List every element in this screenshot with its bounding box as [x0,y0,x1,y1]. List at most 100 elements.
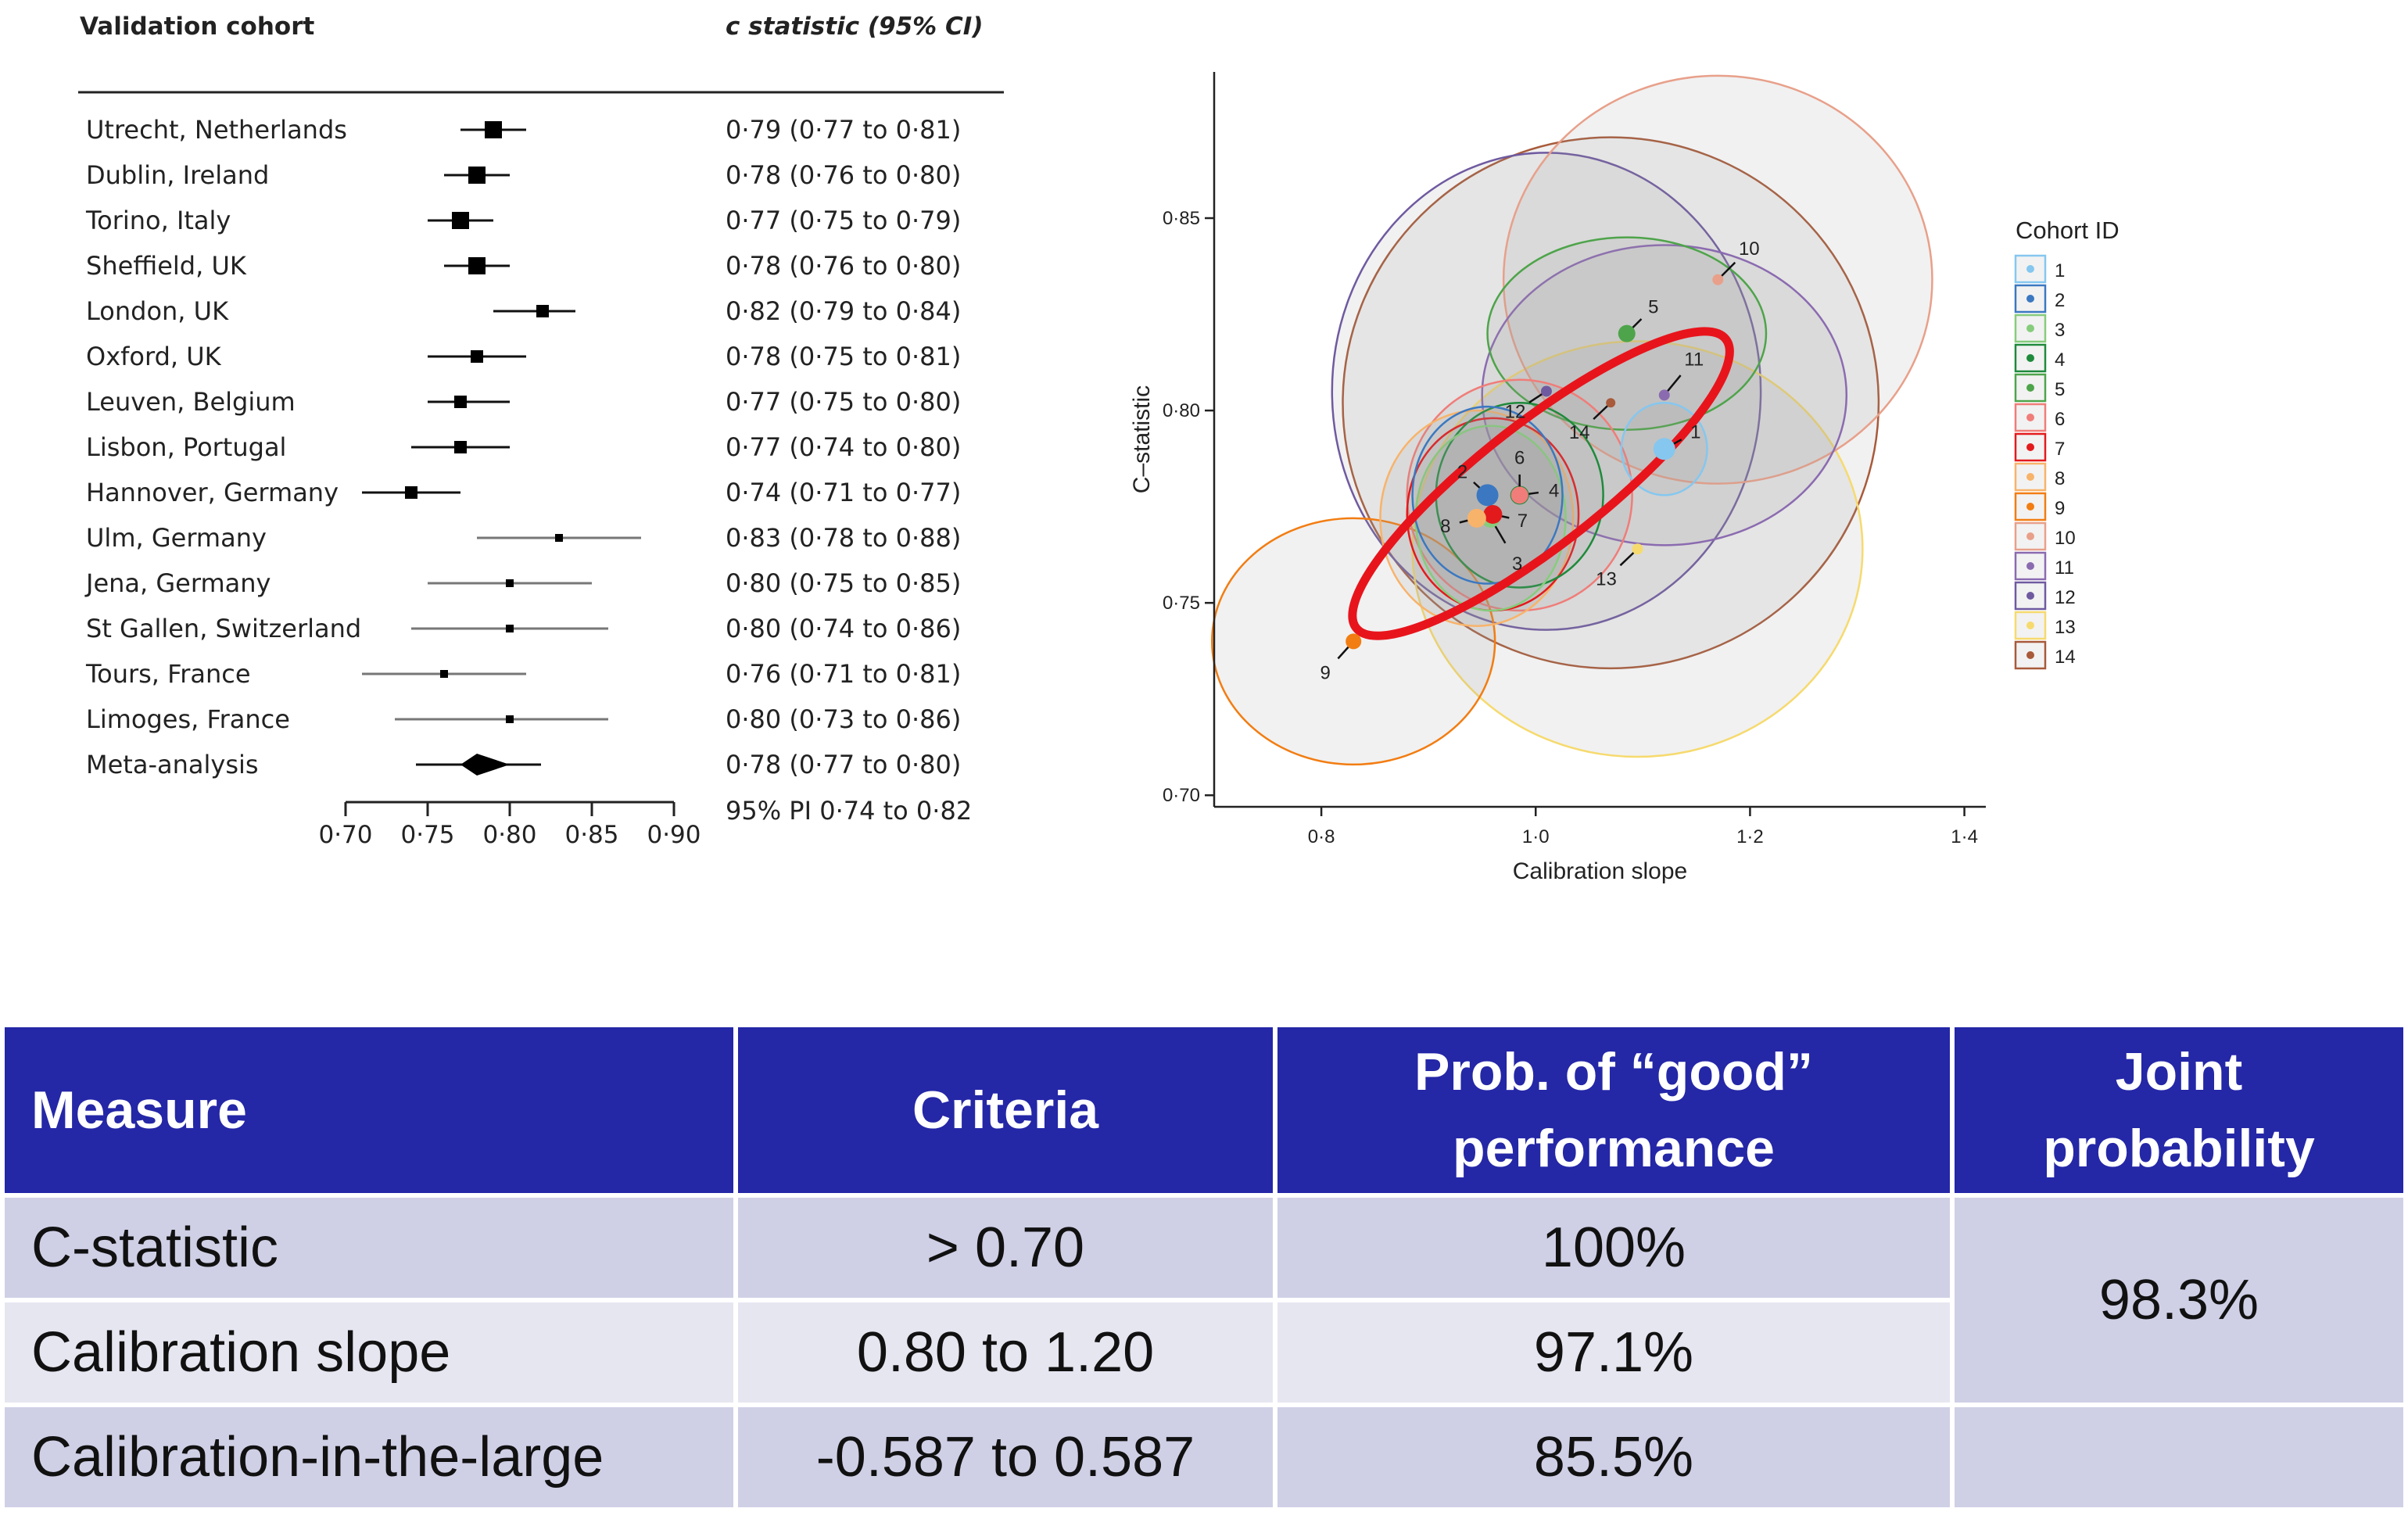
point-estimate-square [454,441,467,453]
meta-analysis-row: Meta-analysis 0·78 (0·77 to 0·80) 95% PI 0… [86,750,972,826]
cohort-label: St Gallen, Switzerland [86,614,361,643]
meta-diamond [460,754,510,776]
y-tick-label: 0·85 [1163,208,1200,229]
ci-text: 0·78 (0·75 to 0·81) [726,342,961,371]
point-estimate-square [468,257,486,274]
point-estimate-square [506,579,514,587]
legend-item: 11 [2014,551,2074,581]
prediction-interval-text: 95% PI 0·74 to 0·82 [726,796,972,826]
cohort-point-5 [1618,324,1636,342]
cohort-label: Jena, Germany [84,568,271,598]
cohort-point-14 [1606,398,1616,408]
ci-text: 0·83 (0·78 to 0·88) [726,523,961,553]
cohort-point-8 [1467,508,1486,528]
criteria-cell: > 0.70 [738,1198,1273,1298]
forest-plot: Validation cohort c statistic (95% CI) U… [78,13,1004,849]
legend-item: 7 [2014,432,2065,462]
cohort-label: Utrecht, Netherlands [86,115,347,145]
forest-row: Sheffield, UK 0·78 (0·76 to 0·80) [86,251,961,281]
x-tick-label: 0·80 [482,821,536,849]
cohort-label: Dublin, Ireland [86,160,269,190]
forest-header-right: c statistic (95% CI) [726,13,983,41]
point-label: 12 [1505,401,1526,422]
header-prob-good: Prob. of “good” performance [1277,1027,1950,1193]
legend-dot [2026,651,2034,659]
legend-label: 10 [2055,528,2076,549]
cohort-label: Tours, France [85,659,251,689]
ci-text: 0·78 (0·76 to 0·80) [726,251,961,281]
x-tick-label: 0·70 [318,821,372,849]
legend-dot [2026,324,2034,332]
joint-probability-cell: 98.3% [1955,1198,2403,1403]
forest-row: Tours, France 0·76 (0·71 to 0·81) [85,659,961,689]
forest-axis: 0·70 0·75 0·80 0·85 0·90 [318,801,701,849]
legend-label: 11 [2055,557,2074,579]
criteria-cell: -0.587 to 0.587 [738,1407,1273,1507]
point-label: 11 [1684,349,1704,370]
cohort-label: Torino, Italy [85,206,231,235]
y-tick-label: 0·70 [1163,785,1200,806]
cohort-point-13 [1632,543,1643,555]
legend-label: 14 [2055,647,2076,668]
x-tick-label: 0·85 [564,821,618,849]
ci-text: 0·77 (0·75 to 0·80) [726,387,961,417]
legend-key [2014,313,2047,343]
point-estimate-square [471,350,483,363]
ci-text: 0·77 (0·75 to 0·79) [726,206,961,235]
header-measure: Measure [5,1027,733,1193]
cohort-label: Lisbon, Portugal [86,432,286,462]
forest-row: St Gallen, Switzerland 0·80 (0·74 to 0·86… [86,614,961,643]
legend-label: 2 [2055,290,2065,311]
meta-ci-text: 0·78 (0·77 to 0·80) [726,750,961,779]
cohort-point-12 [1540,385,1552,397]
ci-text: 0·77 (0·74 to 0·80) [726,432,961,462]
legend-item: 2 [2014,284,2065,313]
legend-title: Cohort ID [2016,217,2120,244]
measure-cell: Calibration-in-the-large [5,1407,733,1507]
measure-cell: C-statistic [5,1198,733,1298]
y-tick-label: 0·75 [1163,593,1200,614]
summary-ellipse [1348,327,1734,640]
forest-row: Hannover, Germany 0·74 (0·71 to 0·77) [86,478,961,507]
x-tick-label: 0·8 [1308,826,1335,847]
legend-item: 1 [2014,254,2065,284]
legend-dot [2026,265,2034,273]
point-estimate-square [506,715,514,723]
legend-label: 5 [2055,379,2065,400]
table-row: Calibration-in-the-large -0.587 to 0.587… [5,1407,2403,1507]
forest-row: Utrecht, Netherlands 0·79 (0·77 to 0·81) [86,115,961,145]
legend-dot [2026,503,2034,511]
legend-dot [2026,532,2034,540]
ci-text: 0·80 (0·75 to 0·85) [726,568,961,598]
legend-label: 12 [2055,587,2076,608]
legend-label: 13 [2055,617,2076,638]
x-axis-label: Calibration slope [1513,858,1687,884]
legend-dot [2026,384,2034,392]
legend-dot [2026,562,2034,570]
legend-key [2014,343,2047,373]
ci-text: 0·78 (0·76 to 0·80) [726,160,961,190]
legend-label: 3 [2055,320,2065,341]
forest-row: Dublin, Ireland 0·78 (0·76 to 0·80) [86,160,961,190]
meta-label: Meta-analysis [86,750,259,779]
legend-item: 4 [2014,343,2065,373]
cohort-label: Ulm, Germany [86,523,267,553]
joint-empty-cell [1955,1407,2403,1507]
criteria-cell: 0.80 to 1.20 [738,1302,1273,1403]
forest-row: Oxford, UK 0·78 (0·75 to 0·81) [86,342,961,371]
y-tick-label: 0·80 [1163,400,1200,421]
header-criteria: Criteria [738,1027,1273,1193]
x-tick-label: 0·90 [647,821,701,849]
cohort-point-1 [1653,438,1675,460]
cohort-label: Hannover, Germany [86,478,339,507]
legend-item: 10 [2014,521,2076,551]
legend-label: 8 [2055,468,2065,489]
legend-item: 12 [2014,581,2076,611]
cohort-point-7 [1483,504,1503,524]
x-tick-label: 0·75 [400,821,454,849]
point-label: 5 [1648,297,1658,318]
confidence-ellipses [1211,74,1933,766]
summary-ellipse-group [1348,327,1734,640]
legend-item: 6 [2014,403,2065,432]
